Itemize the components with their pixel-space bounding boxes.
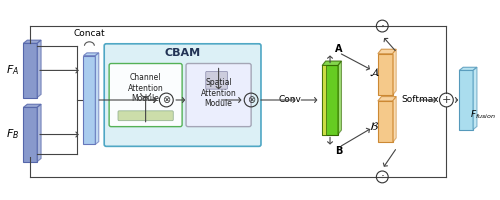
- Polygon shape: [37, 40, 41, 98]
- Polygon shape: [378, 49, 396, 54]
- Polygon shape: [378, 101, 392, 142]
- Polygon shape: [37, 104, 41, 162]
- Text: Conv: Conv: [278, 96, 301, 104]
- Polygon shape: [473, 67, 477, 130]
- Polygon shape: [338, 61, 342, 135]
- Polygon shape: [392, 97, 396, 142]
- FancyBboxPatch shape: [118, 111, 173, 121]
- Polygon shape: [378, 97, 396, 101]
- Polygon shape: [459, 70, 473, 130]
- Text: $F_{fusion}$: $F_{fusion}$: [470, 109, 496, 121]
- Text: ·: ·: [380, 170, 384, 183]
- Polygon shape: [24, 104, 41, 107]
- Polygon shape: [459, 67, 477, 70]
- Polygon shape: [96, 53, 99, 144]
- Text: ·: ·: [380, 20, 384, 33]
- Polygon shape: [322, 61, 342, 65]
- FancyBboxPatch shape: [186, 64, 251, 127]
- Text: Spatial
Attention
Module: Spatial Attention Module: [200, 78, 236, 108]
- Text: B: B: [335, 146, 342, 156]
- Text: A: A: [335, 44, 342, 54]
- FancyBboxPatch shape: [104, 44, 261, 146]
- FancyBboxPatch shape: [206, 71, 228, 89]
- Polygon shape: [24, 43, 37, 98]
- Text: $\mathcal{B}$: $\mathcal{B}$: [370, 120, 380, 132]
- Text: Concat: Concat: [74, 29, 105, 38]
- Polygon shape: [392, 49, 396, 95]
- Text: $F_B$: $F_B$: [6, 128, 19, 141]
- Text: +: +: [442, 95, 451, 105]
- Polygon shape: [322, 65, 326, 135]
- Polygon shape: [24, 107, 37, 162]
- Polygon shape: [322, 65, 338, 135]
- Text: ⊗: ⊗: [247, 95, 255, 105]
- FancyBboxPatch shape: [109, 64, 182, 127]
- Text: $F_A$: $F_A$: [6, 64, 19, 77]
- Text: $\mathcal{A}$: $\mathcal{A}$: [369, 67, 380, 78]
- Text: ⊗: ⊗: [162, 95, 170, 105]
- Text: CBAM: CBAM: [164, 48, 200, 58]
- Polygon shape: [84, 56, 96, 144]
- Polygon shape: [84, 53, 99, 56]
- Text: Softmax: Softmax: [401, 96, 438, 104]
- Polygon shape: [378, 54, 392, 95]
- Polygon shape: [24, 40, 41, 43]
- Text: Channel
Attention
Module: Channel Attention Module: [128, 73, 164, 103]
